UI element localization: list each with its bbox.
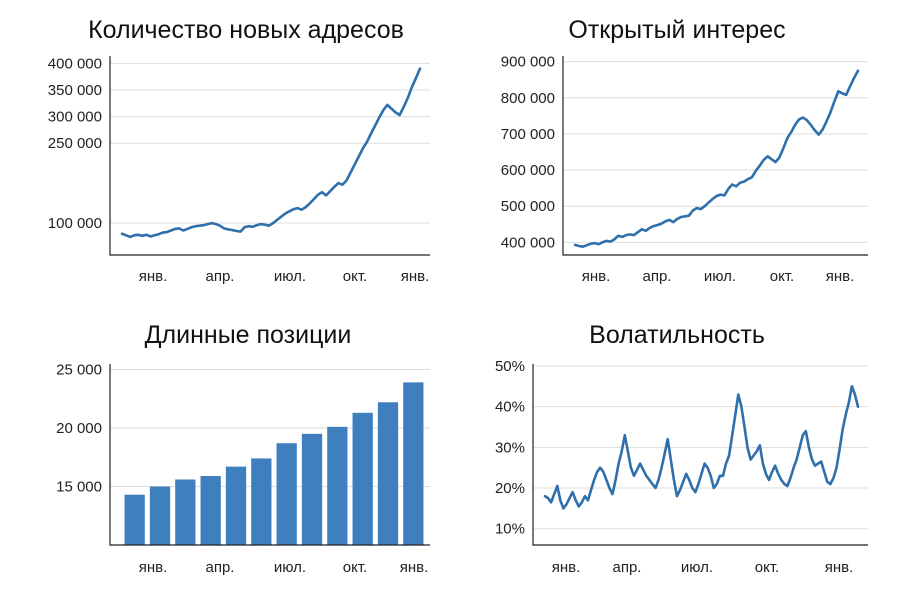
bar <box>175 479 196 545</box>
chart-long-positions: Длинные позиции 15 000 20 000 25 000 янв. апр… <box>56 321 430 576</box>
y-tick-label: 10% <box>495 521 525 538</box>
series-line <box>543 384 860 510</box>
bar <box>301 433 323 545</box>
x-tick-label: янв. <box>825 559 854 576</box>
x-tick-label: июл. <box>274 268 306 285</box>
x-tick-label: янв. <box>401 268 430 285</box>
y-tick-label: 700 000 <box>501 126 555 143</box>
bar <box>403 382 424 545</box>
x-tick-label: июл. <box>704 268 736 285</box>
y-tick-label: 400 000 <box>48 55 102 72</box>
chart-open-interest: Открытый интерес 400 000 500 000 600 000 700… <box>501 16 868 285</box>
bar <box>327 426 348 545</box>
chart-title: Открытый интерес <box>568 16 785 44</box>
y-tick-label: 250 000 <box>48 135 102 152</box>
x-tick-label: окт. <box>343 559 367 576</box>
bar <box>352 412 373 545</box>
x-tick-label: окт. <box>755 559 779 576</box>
x-tick-label: янв. <box>139 268 168 285</box>
y-tick-label: 40% <box>495 399 525 416</box>
y-tick-label: 400 000 <box>501 234 555 251</box>
x-tick-label: янв. <box>552 559 581 576</box>
series-line <box>120 67 422 239</box>
y-tick-label: 600 000 <box>501 162 555 179</box>
y-tick-label: 100 000 <box>48 215 102 232</box>
x-tick-label: апр. <box>643 268 672 285</box>
chart-title: Количество новых адресов <box>88 16 404 44</box>
axis-lines <box>532 364 868 546</box>
series-line <box>573 69 860 248</box>
bar <box>377 402 399 545</box>
axis-lines <box>562 56 868 256</box>
bar <box>276 443 297 545</box>
chart-title: Длинные позиции <box>145 321 352 349</box>
x-tick-label: янв. <box>582 268 611 285</box>
chart-volatility: Волатильность 10% 20% 30% 40% 50% янв. апр. июл.… <box>495 321 868 576</box>
x-tick-label: июл. <box>274 559 306 576</box>
x-tick-label: июл. <box>681 559 713 576</box>
y-tick-label: 500 000 <box>501 198 555 215</box>
y-tick-label: 50% <box>495 358 525 375</box>
y-tick-label: 350 000 <box>48 82 102 99</box>
x-tick-label: янв. <box>826 268 855 285</box>
x-tick-label: окт. <box>343 268 367 285</box>
y-tick-label: 20 000 <box>56 420 102 437</box>
bar <box>251 458 272 545</box>
x-tick-label: апр. <box>613 559 642 576</box>
x-tick-label: апр. <box>206 559 235 576</box>
chart-title: Волатильность <box>589 321 765 349</box>
y-tick-label: 20% <box>495 480 525 497</box>
bar <box>149 486 171 545</box>
x-tick-label: апр. <box>206 268 235 285</box>
bar <box>124 494 145 545</box>
y-tick-label: 30% <box>495 439 525 456</box>
chart-new-addresses: Количество новых адресов 100 000 250 000 30… <box>48 16 430 285</box>
axis-lines <box>109 364 430 546</box>
y-tick-label: 800 000 <box>501 90 555 107</box>
bar <box>225 466 247 545</box>
x-tick-label: окт. <box>770 268 794 285</box>
axis-lines <box>109 56 430 256</box>
y-tick-label: 15 000 <box>56 479 102 496</box>
bar <box>200 475 221 545</box>
x-tick-label: янв. <box>400 559 429 576</box>
y-tick-label: 25 000 <box>56 362 102 379</box>
y-tick-label: 900 000 <box>501 54 555 71</box>
y-tick-label: 300 000 <box>48 109 102 126</box>
x-tick-label: янв. <box>139 559 168 576</box>
